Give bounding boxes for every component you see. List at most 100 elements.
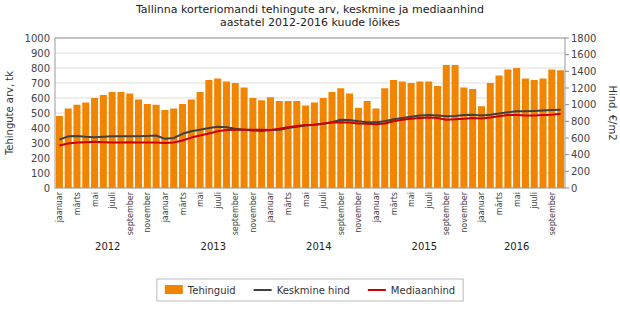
bar <box>161 110 168 188</box>
bar <box>179 104 186 188</box>
y-tick-label: 1000 <box>25 33 50 44</box>
x-tick-label: september <box>548 191 557 235</box>
grid <box>55 38 565 188</box>
bar <box>425 82 432 189</box>
bar <box>258 100 265 188</box>
bar <box>364 101 371 188</box>
legend-swatch <box>368 289 386 291</box>
x-tick-label: november <box>354 191 363 232</box>
y-tick-label: 300 <box>31 138 50 149</box>
x-tick-label: mai <box>196 192 205 207</box>
x-tick-label: mai <box>407 192 416 207</box>
y2-tick-label: 1400 <box>571 66 596 77</box>
bar <box>522 79 529 189</box>
bar <box>302 106 309 189</box>
bar <box>372 109 379 189</box>
y-tick-label: 800 <box>31 63 50 74</box>
bar <box>285 101 292 188</box>
x-tick-label: september <box>126 191 135 235</box>
grid-line <box>55 68 565 69</box>
bar <box>153 105 160 188</box>
bar <box>346 94 353 189</box>
year-label: 2012 <box>95 241 120 252</box>
x-tick-label: juuli <box>425 192 434 210</box>
y-tick-label: 100 <box>31 168 50 179</box>
x-tick-label: märts <box>390 192 399 215</box>
bar <box>73 105 80 188</box>
x-tick-label: november <box>143 191 152 232</box>
y2-tick <box>565 154 569 155</box>
y2-tick <box>565 38 569 39</box>
title-line: aastatel 2012-2016 kuude lõikes <box>220 16 400 29</box>
legend-item: Mediaanhind <box>368 285 455 296</box>
bar <box>496 76 503 189</box>
bar <box>223 82 230 189</box>
bar <box>109 92 116 188</box>
bar <box>355 108 362 188</box>
bar <box>311 103 318 189</box>
plot-frame <box>55 38 565 188</box>
y2-tick-label: 400 <box>571 149 590 160</box>
y-tick-label: 400 <box>31 123 50 134</box>
bar <box>531 80 538 188</box>
bar <box>276 101 283 188</box>
bar <box>267 97 274 188</box>
y2-tick <box>565 138 569 139</box>
bar <box>320 98 327 188</box>
x-tick-label: mai <box>513 192 522 207</box>
bar <box>117 92 124 188</box>
y2-tick <box>565 171 569 172</box>
plot-data <box>56 65 564 188</box>
bar <box>170 109 177 189</box>
x-tick-label: juuli <box>108 192 117 210</box>
y2-tick-label: 1800 <box>571 33 596 44</box>
y2-tick <box>565 71 569 72</box>
y-tick-label: 600 <box>31 93 50 104</box>
year-label: 2014 <box>306 241 331 252</box>
grid-line <box>55 53 565 54</box>
bar <box>188 100 195 189</box>
y2-tick <box>565 54 569 55</box>
bar <box>56 116 63 188</box>
bar <box>548 70 555 189</box>
x-tick-label: jaanuar <box>477 191 486 223</box>
bar <box>82 103 89 189</box>
y-tick-label: 900 <box>31 48 50 59</box>
bar <box>390 80 397 188</box>
legend-label: Keskmine hind <box>277 285 350 296</box>
y2-tick-label: 800 <box>571 116 590 127</box>
y2-tick <box>565 88 569 89</box>
x-tick-label: jaanuar <box>55 191 64 223</box>
legend-swatch <box>254 289 272 291</box>
bar <box>214 79 221 189</box>
x-tick-label: juuli <box>530 192 539 210</box>
bar <box>504 70 511 189</box>
y2-tick-label: 200 <box>571 166 590 177</box>
year-label: 2015 <box>412 241 437 252</box>
bar <box>399 82 406 189</box>
x-tick-label: märts <box>73 192 82 215</box>
y-tick-label: 200 <box>31 153 50 164</box>
y2-tick-label: 1600 <box>571 49 596 60</box>
y2-tick-label: 600 <box>571 133 590 144</box>
bar <box>557 70 564 188</box>
x-tick-label: september <box>231 191 240 235</box>
x-tick-label: september <box>337 191 346 235</box>
bar <box>487 83 494 188</box>
y-axis-label: Tehingute arv, tk <box>4 71 15 156</box>
year-label: 2016 <box>504 241 529 252</box>
bar <box>249 98 256 188</box>
legend-swatch <box>165 285 183 294</box>
chart: Tallinna korteriomandi tehingute arv, ke… <box>0 0 620 321</box>
bar <box>460 88 467 189</box>
bar <box>135 100 142 189</box>
x-tick-label: jaanuar <box>372 191 381 223</box>
bar <box>434 86 441 188</box>
line <box>59 114 560 146</box>
legend: TehinguidKeskmine hindMediaanhind <box>157 279 463 301</box>
bar <box>469 89 476 188</box>
x-tick-label: juuli <box>214 192 223 210</box>
x-tick-label: märts <box>495 192 504 215</box>
title-line: Tallinna korteriomandi tehingute arv, ke… <box>135 3 484 16</box>
legend-item: Keskmine hind <box>254 285 350 296</box>
